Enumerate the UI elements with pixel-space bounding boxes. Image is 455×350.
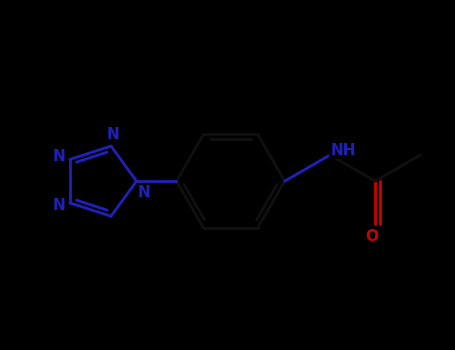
Text: O: O (366, 229, 379, 244)
Text: NH: NH (331, 142, 356, 158)
Text: N: N (52, 149, 65, 164)
Text: N: N (107, 127, 120, 142)
Text: N: N (137, 185, 150, 200)
Text: N: N (52, 198, 65, 214)
